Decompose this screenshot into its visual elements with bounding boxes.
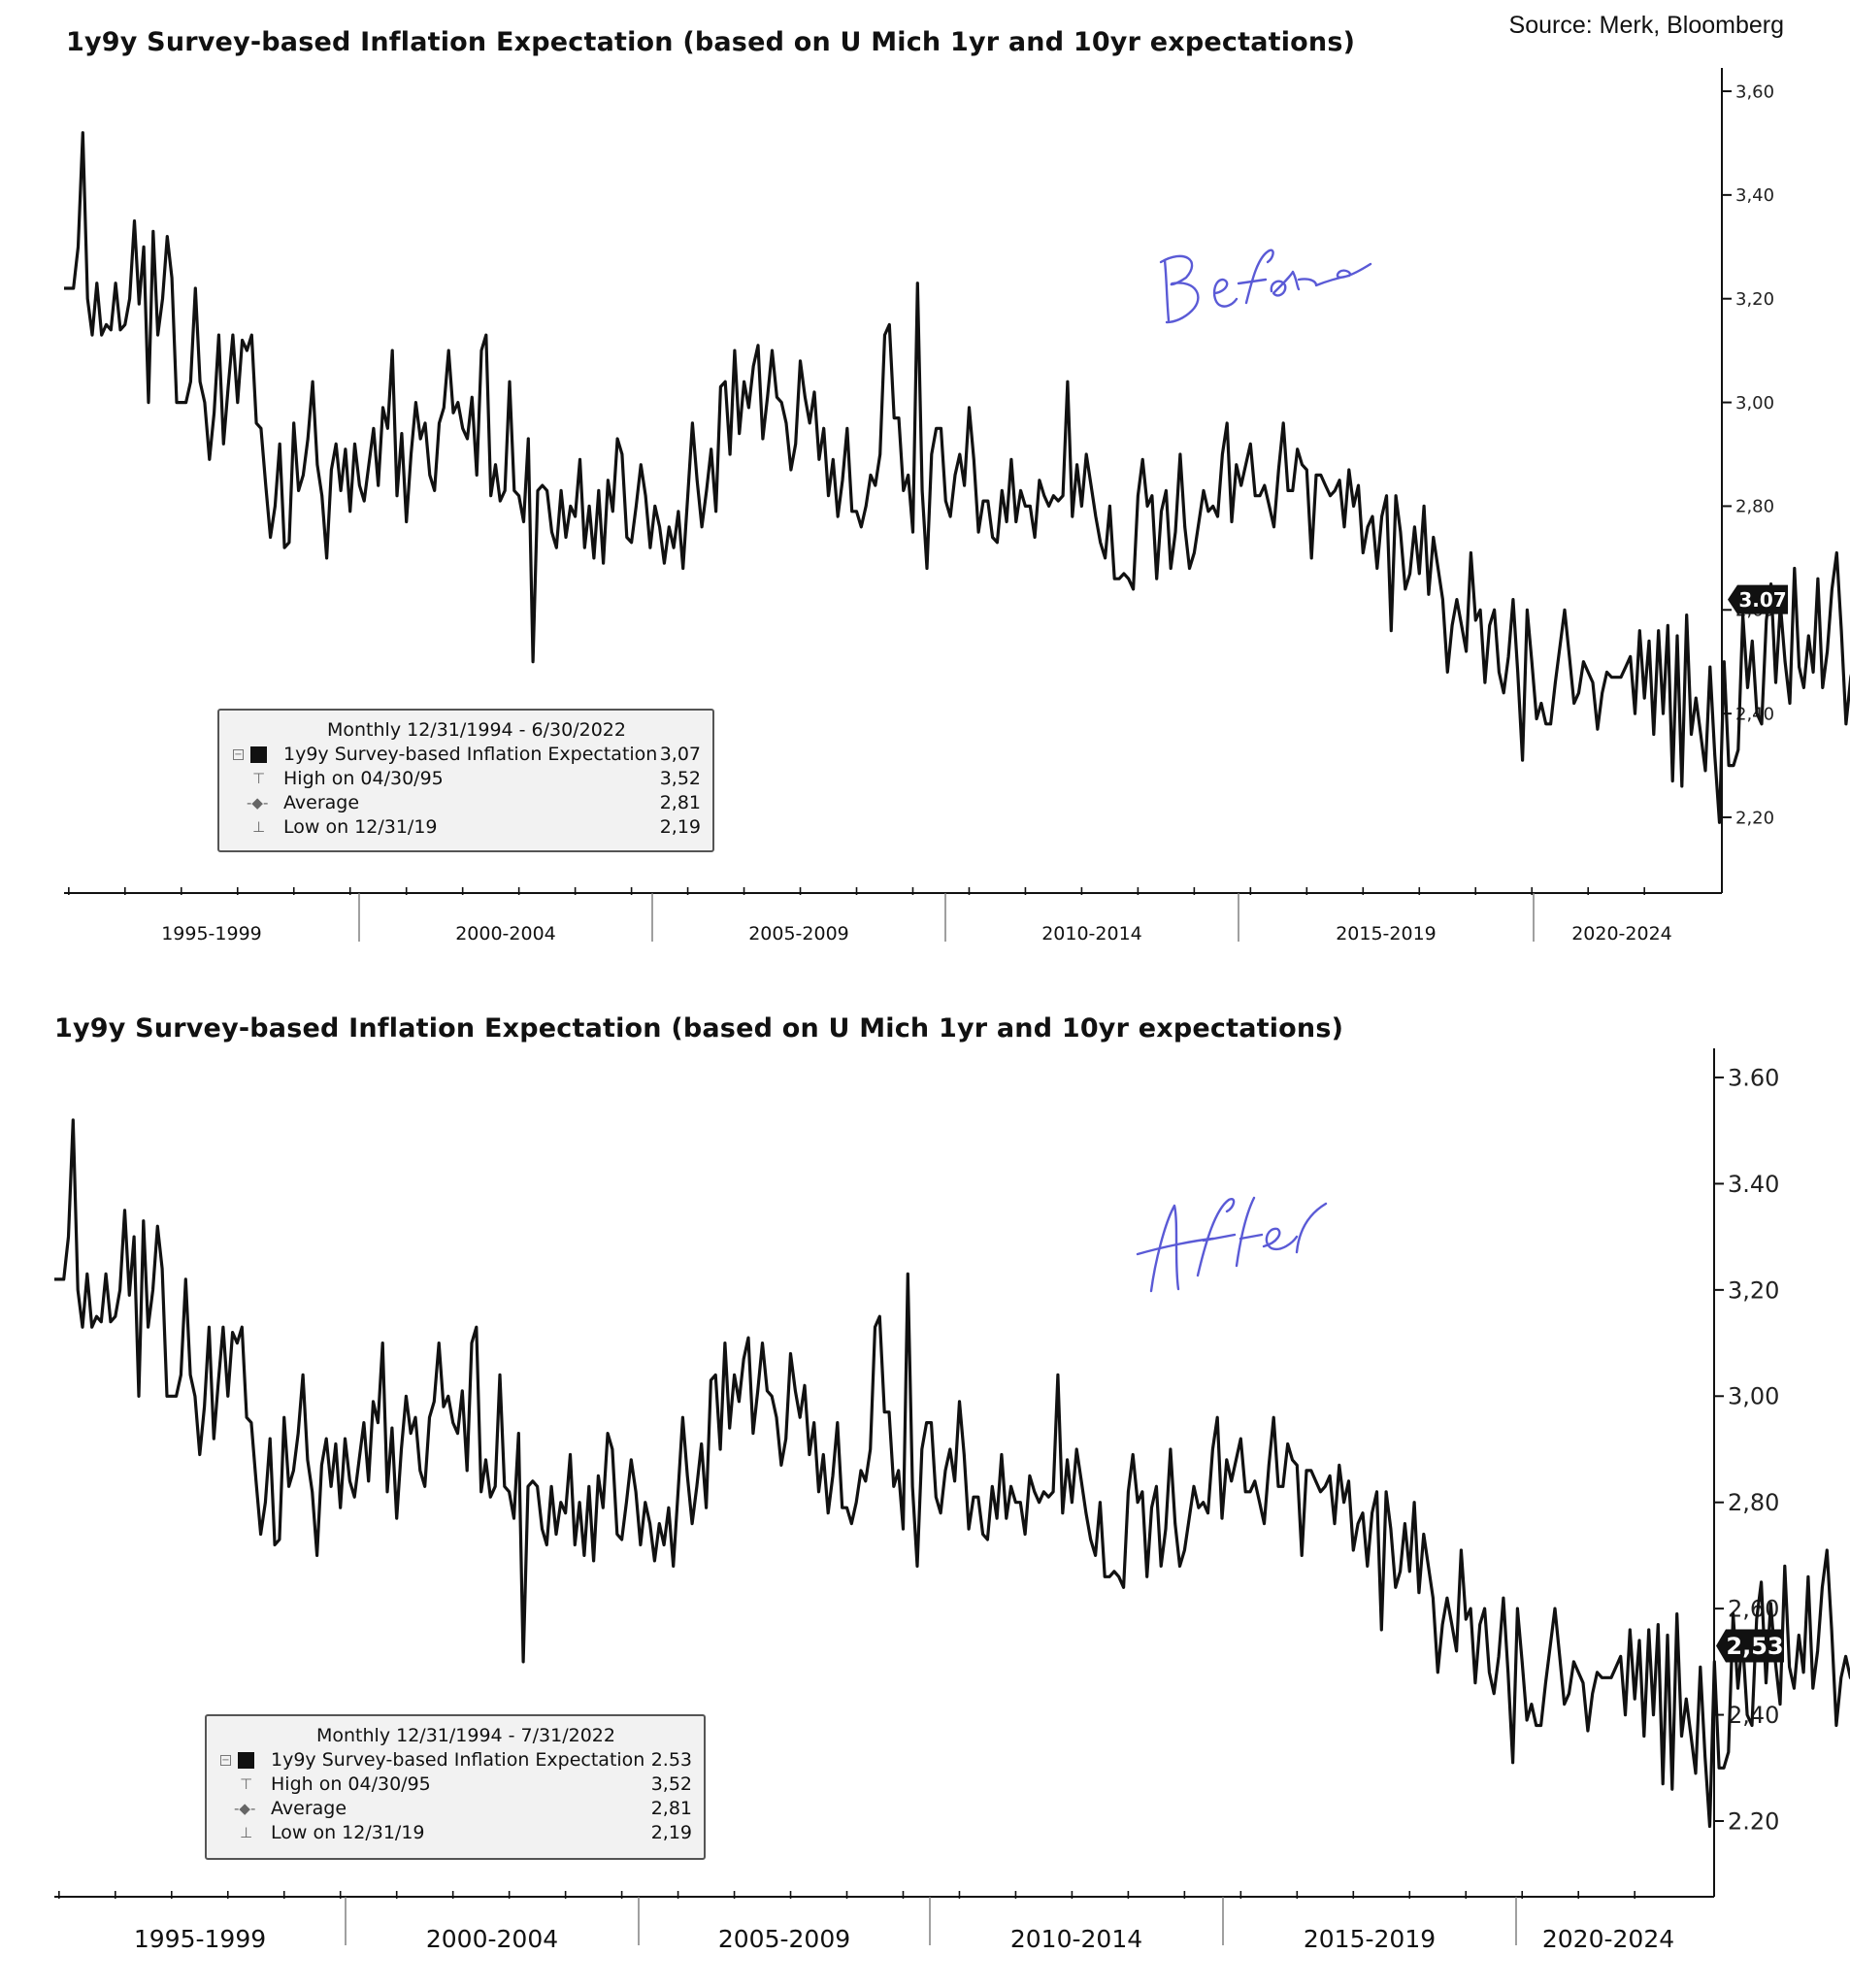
x-category-label: 1995-1999 <box>134 1925 266 1953</box>
legend-high-value: 3,52 <box>659 768 701 789</box>
average-marker-icon: -◆- <box>234 1800 256 1817</box>
legend-low-label: Low on 12/31/19 <box>283 816 438 838</box>
y-tick-label: 3.60 <box>1728 1064 1779 1091</box>
y-tick-label: 2.20 <box>1728 1807 1779 1835</box>
x-category-label: 2020-2024 <box>1542 1925 1674 1953</box>
series-line <box>64 131 1850 824</box>
legend-series-swatch: − <box>220 1748 271 1773</box>
legend-high-value: 3,52 <box>650 1773 692 1795</box>
x-category-label: 2015-2019 <box>1304 1925 1436 1953</box>
legend-row-average: -◆- Average 2,81 <box>220 1797 692 1821</box>
chart-legend: Monthly 12/31/1994 - 7/31/2022 − 1y9y Su… <box>205 1714 706 1860</box>
x-category-label: 2020-2024 <box>1571 923 1672 944</box>
line-chart: 3.603.403,203,002,802,602,402.201995-199… <box>54 1048 1850 1953</box>
legend-series-label: 1y9y Survey-based Inflation Expectation <box>271 1749 645 1771</box>
average-marker-icon: -◆- <box>247 794 269 812</box>
low-marker-icon: ⊥ <box>240 1824 253 1841</box>
legend-series-label: 1y9y Survey-based Inflation Expectation <box>283 744 658 765</box>
y-tick-label: 3,40 <box>1735 185 1774 206</box>
source-label: Source: Merk, Bloomberg <box>1508 12 1784 39</box>
legend-series-swatch: − <box>233 743 283 767</box>
x-category-label: 2010-2014 <box>1010 1925 1142 1953</box>
legend-low-value: 2,19 <box>650 1822 692 1843</box>
legend-average-value: 2,81 <box>650 1798 692 1819</box>
legend-series-value: 3,07 <box>659 744 701 765</box>
legend-high-label: High on 04/30/95 <box>271 1773 431 1795</box>
x-category-label: 2010-2014 <box>1041 923 1142 944</box>
y-tick-label: 2,40 <box>1735 704 1774 724</box>
legend-row-high: ⊤ High on 04/30/95 3,52 <box>233 767 701 791</box>
legend-row-series: − 1y9y Survey-based Inflation Expectatio… <box>233 743 701 767</box>
last-value-label: 3.07 <box>1738 588 1786 612</box>
handwritten-annotation <box>1159 248 1372 324</box>
y-tick-label: 3,00 <box>1735 393 1774 414</box>
legend-low-label: Low on 12/31/19 <box>271 1822 425 1843</box>
legend-series-value: 2.53 <box>650 1749 692 1771</box>
last-value-badge <box>1728 584 1788 614</box>
legend-average-label: Average <box>271 1798 347 1819</box>
legend-high-label: High on 04/30/95 <box>283 768 444 789</box>
x-category-label: 2005-2009 <box>718 1925 850 1953</box>
legend-row-high: ⊤ High on 04/30/95 3,52 <box>220 1773 692 1797</box>
legend-row-average: -◆- Average 2,81 <box>233 791 701 815</box>
low-marker-icon: ⊥ <box>252 818 266 836</box>
x-category-label: 2000-2004 <box>455 923 556 944</box>
high-marker-icon: ⊤ <box>252 770 266 787</box>
line-chart: 3,603,403,203,002,802,602,402,201995-199… <box>64 68 1850 944</box>
chart-title: 1y9y Survey-based Inflation Expectation … <box>54 1013 1344 1044</box>
chart-legend: Monthly 12/31/1994 - 6/30/2022 − 1y9y Su… <box>217 709 714 852</box>
legend-row-series: − 1y9y Survey-based Inflation Expectatio… <box>220 1748 692 1773</box>
y-tick-label: 2,20 <box>1735 808 1774 828</box>
chart-title: 1y9y Survey-based Inflation Expectation … <box>66 27 1356 57</box>
legend-average-value: 2,81 <box>659 792 701 813</box>
y-tick-label: 3,20 <box>1735 289 1774 310</box>
y-tick-label: 2,80 <box>1735 497 1774 517</box>
legend-row-low: ⊥ Low on 12/31/19 2,19 <box>220 1821 692 1845</box>
legend-average-label: Average <box>283 792 360 813</box>
y-tick-label: 3.40 <box>1728 1171 1779 1198</box>
y-tick-label: 2,80 <box>1728 1489 1779 1516</box>
x-category-label: 2000-2004 <box>426 1925 558 1953</box>
legend-row-low: ⊥ Low on 12/31/19 2,19 <box>233 815 701 840</box>
last-value-badge <box>1716 1629 1784 1663</box>
high-marker-icon: ⊤ <box>240 1775 253 1793</box>
x-category-label: 2015-2019 <box>1336 923 1437 944</box>
x-category-label: 2005-2009 <box>748 923 849 944</box>
handwritten-annotation <box>1136 1196 1328 1293</box>
y-tick-label: 3,00 <box>1728 1383 1779 1410</box>
chart-panel-after: 1y9y Survey-based Inflation Expectation … <box>0 980 1850 1988</box>
x-category-label: 1995-1999 <box>161 923 262 944</box>
legend-low-value: 2,19 <box>659 816 701 838</box>
legend-header: Monthly 12/31/1994 - 7/31/2022 <box>316 1725 615 1746</box>
chart-panel-before: 1y9y Survey-based Inflation Expectation … <box>0 0 1850 971</box>
series-line <box>54 1118 1850 1829</box>
legend-header: Monthly 12/31/1994 - 6/30/2022 <box>327 719 626 741</box>
y-tick-label: 3,60 <box>1735 82 1774 102</box>
last-value-label: 2,53 <box>1726 1633 1783 1660</box>
y-tick-label: 3,20 <box>1728 1276 1779 1304</box>
